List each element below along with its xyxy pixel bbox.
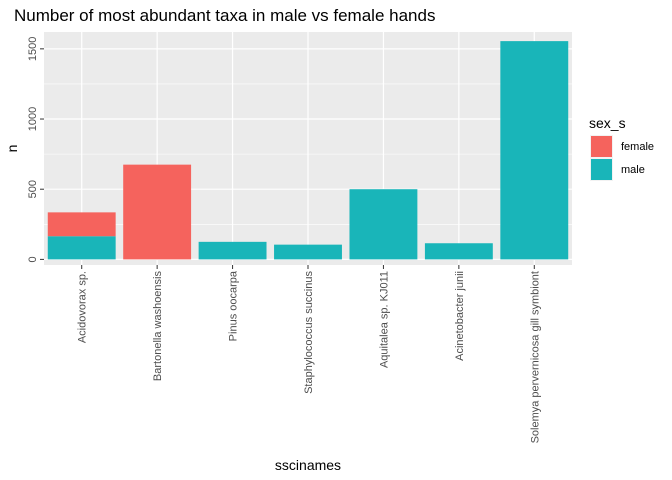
bar-male xyxy=(500,41,569,260)
bar-male xyxy=(349,189,418,260)
bar-female xyxy=(123,164,192,260)
x-axis-title: sscinames xyxy=(275,457,341,473)
y-axis-ticks: 0 500 1000 1500 xyxy=(27,37,44,262)
legend-label-female: female xyxy=(621,141,654,153)
chart-title: Number of most abundant taxa in male vs … xyxy=(14,6,435,25)
bar-male xyxy=(424,243,493,260)
legend: sex_s female male xyxy=(589,115,654,181)
bar-female xyxy=(47,212,116,237)
x-tick-label: Solemya pervernicosa gill symbiont xyxy=(529,271,541,443)
y-tick-label: 0 xyxy=(27,256,39,262)
x-tick-label: Staphylococcus succinus xyxy=(303,271,315,394)
x-axis-ticks: Acidovorax sp. Bartonella washoensis Pinus… xyxy=(77,265,541,443)
y-axis-title: n xyxy=(4,145,20,153)
legend-swatch-female xyxy=(591,136,612,157)
x-tick-label: Acidovorax sp. xyxy=(77,271,89,343)
bar-male xyxy=(47,236,116,260)
x-tick-label: Acinetobacter junii xyxy=(454,271,466,361)
legend-label-male: male xyxy=(621,164,645,176)
y-tick-label: 500 xyxy=(27,180,39,198)
y-tick-label: 1500 xyxy=(27,37,39,61)
x-tick-label: Pinus oocarpa xyxy=(228,270,240,341)
bar-male xyxy=(274,244,342,260)
x-tick-label: Aquitalea sp. KJ011 xyxy=(378,271,390,368)
bars-layer xyxy=(47,41,569,260)
legend-swatch-male xyxy=(591,159,612,180)
bar-male xyxy=(198,241,267,260)
y-tick-label: 1000 xyxy=(27,107,39,131)
legend-title: sex_s xyxy=(589,115,626,131)
x-tick-label: Bartonella washoensis xyxy=(152,271,164,382)
grid-layer xyxy=(44,32,572,265)
